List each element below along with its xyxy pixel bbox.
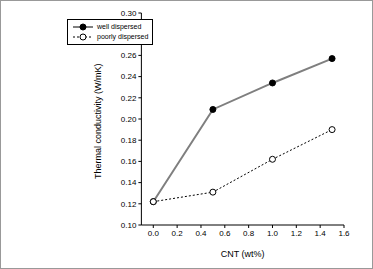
- svg-text:0.2: 0.2: [172, 229, 184, 238]
- svg-text:0.28: 0.28: [121, 30, 137, 39]
- svg-text:0.8: 0.8: [243, 229, 255, 238]
- svg-text:0.18: 0.18: [121, 136, 137, 145]
- svg-text:0.4: 0.4: [195, 229, 207, 238]
- svg-text:0.26: 0.26: [121, 51, 137, 60]
- svg-text:0.24: 0.24: [121, 72, 137, 81]
- svg-text:0.12: 0.12: [121, 200, 137, 209]
- svg-text:0.22: 0.22: [121, 94, 137, 103]
- svg-text:0.14: 0.14: [121, 178, 137, 187]
- svg-text:0.10: 0.10: [121, 221, 137, 230]
- svg-text:1.4: 1.4: [315, 229, 327, 238]
- svg-text:1.2: 1.2: [291, 229, 303, 238]
- svg-text:0.16: 0.16: [121, 157, 137, 166]
- svg-text:0.0: 0.0: [148, 229, 160, 238]
- svg-text:1.0: 1.0: [267, 229, 279, 238]
- svg-text:1.6: 1.6: [338, 229, 350, 238]
- svg-text:0.20: 0.20: [121, 115, 137, 124]
- svg-text:Thermal conductivity (W/mK): Thermal conductivity (W/mK): [93, 63, 103, 179]
- svg-text:CNT (wt%): CNT (wt%): [221, 249, 265, 259]
- svg-text:0.30: 0.30: [121, 9, 137, 18]
- svg-text:0.6: 0.6: [219, 229, 231, 238]
